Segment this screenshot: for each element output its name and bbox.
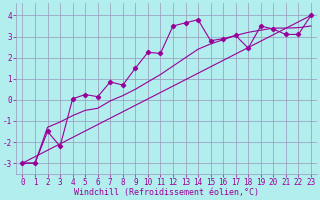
X-axis label: Windchill (Refroidissement éolien,°C): Windchill (Refroidissement éolien,°C) [74, 188, 259, 197]
